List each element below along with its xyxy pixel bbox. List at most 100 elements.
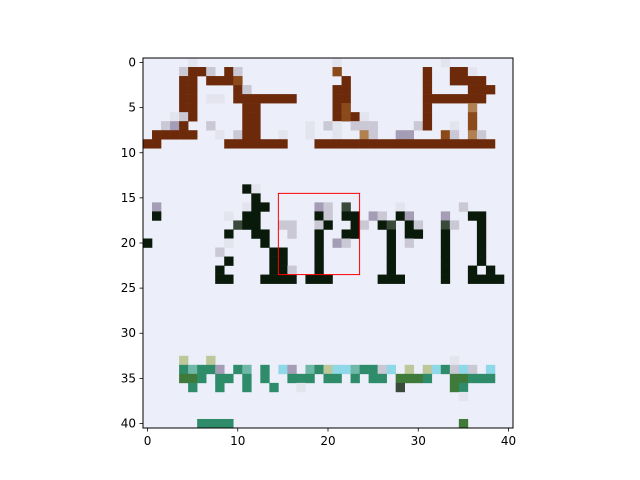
pixel-cell xyxy=(350,211,360,221)
pixel-cell xyxy=(332,238,342,248)
pixel-cell xyxy=(323,211,333,221)
pixel-cell xyxy=(188,94,198,104)
pixel-cell xyxy=(287,94,297,104)
pixel-cell xyxy=(395,139,405,149)
pixel-cell xyxy=(215,76,225,86)
pixel-cell xyxy=(287,265,297,275)
pixel-cell xyxy=(260,139,270,149)
pixel-cell xyxy=(251,211,261,221)
pixel-cell xyxy=(215,373,225,384)
pixel-cell xyxy=(215,265,225,275)
pixel-cell xyxy=(224,229,234,239)
pixel-cell xyxy=(422,112,433,122)
pixel-cell xyxy=(179,67,189,77)
pixel-cell xyxy=(260,94,270,104)
pixel-cell xyxy=(260,229,270,239)
pixel-cell xyxy=(386,229,396,239)
pixel-cell xyxy=(314,364,324,375)
pixel-cell xyxy=(278,247,288,257)
pixel-cell xyxy=(188,382,198,393)
pixel-cell xyxy=(224,256,234,266)
pixel-cell xyxy=(215,364,225,375)
pixel-cell xyxy=(188,130,198,140)
pixel-cell xyxy=(314,202,324,212)
pixel-cell xyxy=(476,373,487,384)
pixel-cell xyxy=(224,139,234,149)
pixel-cell xyxy=(305,121,315,131)
pixel-cell xyxy=(278,364,288,375)
pixel-cell xyxy=(161,130,171,140)
pixel-cell xyxy=(323,121,333,131)
pixel-cell xyxy=(215,247,225,257)
pixel-cell xyxy=(386,139,396,149)
pixel-cell xyxy=(476,238,487,248)
pixel-cell xyxy=(494,274,505,284)
pixel-cell xyxy=(179,121,189,131)
pixel-cell xyxy=(179,103,189,113)
pixel-cell xyxy=(413,220,424,230)
pixel-cell xyxy=(269,247,279,257)
pixel-cell xyxy=(386,274,396,284)
pixel-cell xyxy=(476,274,487,284)
y-tick-label: 40 xyxy=(121,416,136,430)
pixel-cell xyxy=(404,238,415,248)
pixel-cell xyxy=(143,139,153,149)
y-tick-label: 10 xyxy=(121,146,136,160)
pixel-cell xyxy=(467,85,478,95)
pixel-cell xyxy=(395,382,405,393)
pixel-cell xyxy=(269,139,279,149)
pixel-cell xyxy=(332,67,342,77)
pixel-cell xyxy=(332,94,342,104)
pixel-cell xyxy=(449,220,460,230)
pixel-cell xyxy=(440,130,451,140)
pixel-cell xyxy=(458,202,469,212)
pixel-cell xyxy=(260,373,270,384)
pixel-cell xyxy=(404,364,415,375)
annotations xyxy=(277,192,361,276)
pixel-cell xyxy=(440,220,451,230)
pixel-cell xyxy=(350,139,360,149)
pixel-cell xyxy=(305,373,315,384)
pixel-cell xyxy=(350,121,360,131)
pixel-cell xyxy=(332,103,342,113)
y-tick-label: 5 xyxy=(128,101,136,115)
pixel-cell xyxy=(224,274,234,284)
pixel-cell xyxy=(395,274,405,284)
pixel-cell xyxy=(368,364,378,375)
pixel-cell xyxy=(458,418,469,429)
pixel-cell xyxy=(368,373,378,384)
pixel-cell xyxy=(467,103,478,113)
pixel-cell xyxy=(467,265,478,275)
pixel-cell xyxy=(323,274,333,284)
pixel-cell xyxy=(458,391,469,402)
pixel-cell xyxy=(188,58,198,68)
pixel-cell xyxy=(152,211,162,221)
pixel-cell xyxy=(386,364,396,375)
pixel-cell xyxy=(458,364,469,375)
pixel-cell xyxy=(260,274,270,284)
pixel-cell xyxy=(224,211,234,221)
pixel-cell xyxy=(197,418,207,429)
pixel-cell xyxy=(323,220,333,230)
pixel-cell xyxy=(476,256,487,266)
pixel-cell xyxy=(215,94,225,104)
pixel-cell xyxy=(224,418,234,429)
pixel-cell xyxy=(359,130,369,140)
pixel-cell xyxy=(332,58,342,68)
pixel-cell xyxy=(386,220,396,230)
pixel-cell xyxy=(377,211,387,221)
pixel-cell xyxy=(314,211,324,221)
pixel-cell xyxy=(467,373,478,384)
pixel-cell xyxy=(179,364,189,375)
pixel-cell xyxy=(467,130,478,140)
pixel-cell xyxy=(449,76,460,86)
pixel-cell xyxy=(314,256,324,266)
pixel-cell xyxy=(332,373,342,384)
pixel-cell xyxy=(467,67,478,77)
pixel-cell xyxy=(377,274,387,284)
pixel-cell xyxy=(278,94,288,104)
pixel-cell xyxy=(476,139,487,149)
pixel-cell xyxy=(422,373,433,384)
pixel-cell xyxy=(287,274,297,284)
pixel-cell xyxy=(359,112,369,122)
